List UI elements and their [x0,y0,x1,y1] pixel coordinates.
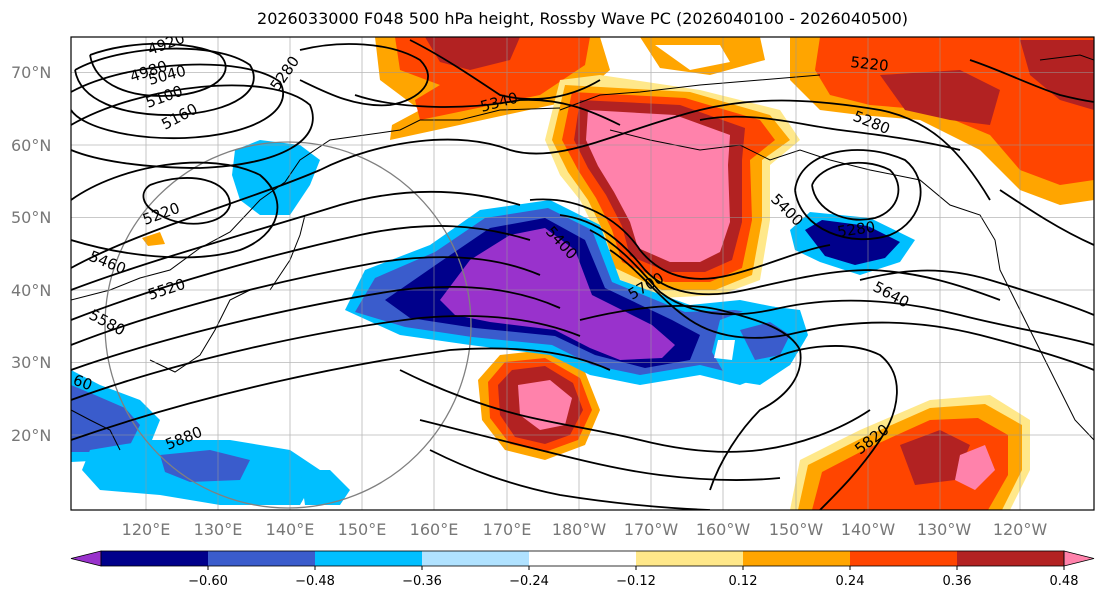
colorbar-segment [208,551,315,566]
colorbar-segment [422,551,529,566]
colorbar-segment [743,551,850,566]
colorbar-frame [100,550,1065,567]
colorbar-segment [101,551,208,566]
lon-label: 150°W [769,520,824,539]
colorbar-tick-label: −0.36 [402,574,442,589]
colorbar-segment [957,551,1064,566]
colorbar-segment [1063,550,1095,567]
map-title: 2026033000 F048 500 hPa height, Rossby W… [257,9,908,28]
lat-label: 60°N [11,136,51,155]
contour-label: 60 [71,371,95,394]
colorbar-tick-label: 0.48 [1050,574,1079,589]
lat-label: 70°N [11,63,51,82]
lon-label: 180°W [552,520,607,539]
latitude-labels: 70°N 60°N 50°N 40°N 30°N 20°N [11,63,51,445]
colorbar: −0.60 −0.48 −0.36 −0.24 −0.12 0.12 0.24 0.36 0.4… [70,550,1095,589]
lon-label: 120°E [122,520,171,539]
negative-anomaly-main [345,200,808,385]
longitude-labels: 120°E 130°E 140°E 150°E 160°E 170°E 180°… [122,520,1048,539]
map-area: 4920 4980 5040 5100 5160 5220 5280 5340 … [71,37,1094,510]
lon-label: 150°E [338,520,387,539]
lat-label: 50°N [11,208,51,227]
gridlines [71,37,1094,510]
lon-label: 140°W [841,520,896,539]
colorbar-tick-label: 0.12 [729,574,758,589]
lon-label: 170°E [483,520,532,539]
contour-label: 5280 [836,218,876,241]
lon-label: 140°E [266,520,315,539]
lon-label: 170°W [624,520,679,539]
lat-label: 30°N [11,353,51,372]
lon-label: 120°W [993,520,1048,539]
lat-label: 20°N [11,426,51,445]
colorbar-segment [850,551,957,566]
colorbar-tick-label: −0.12 [616,574,656,589]
contour-label: 5220 [850,53,890,75]
positive-anomaly-subtropic [478,350,600,460]
colorbar-segment [529,551,636,566]
lat-label: 40°N [11,281,51,300]
colorbar-segment [70,550,102,567]
colorbar-tick-label: −0.24 [509,574,549,589]
colorbar-segment [636,551,743,566]
colorbar-tick-label: 0.36 [943,574,972,589]
lon-label: 160°W [696,520,751,539]
colorbar-tick-label: 0.24 [836,574,865,589]
lon-label: 130°W [917,520,972,539]
lon-label: 160°E [410,520,459,539]
positive-anomaly-southeast [790,395,1030,510]
lon-label: 130°E [194,520,243,539]
colorbar-tick-label: −0.60 [188,574,228,589]
height-contours [71,39,1094,510]
reference-circle [104,141,472,509]
colorbar-segment [315,551,422,566]
map-frame [70,36,1095,511]
colorbar-tick-label: −0.48 [295,574,335,589]
